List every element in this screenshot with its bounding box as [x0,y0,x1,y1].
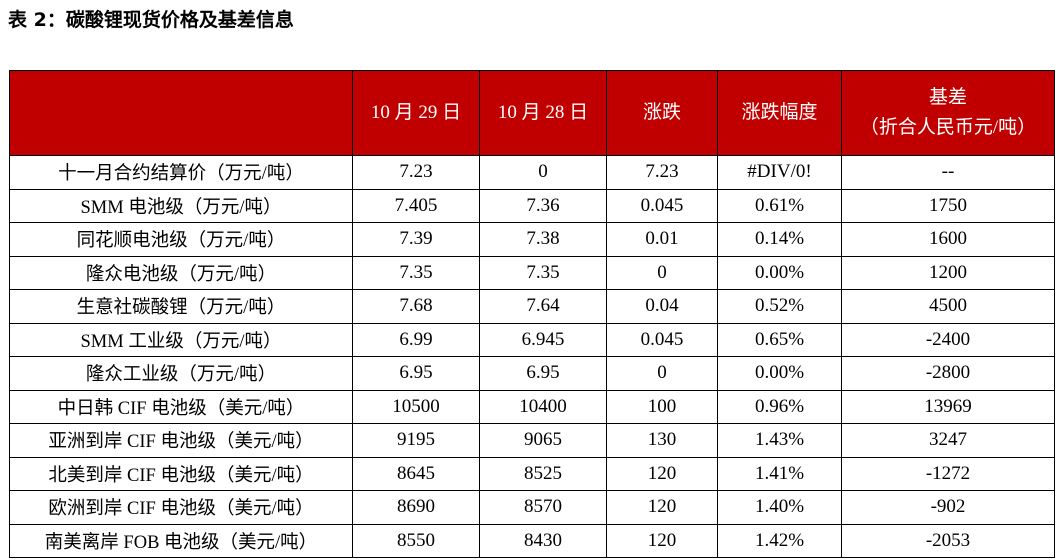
price-date-2-cell: 0 [479,155,607,190]
table-row: 南美离岸 FOB 电池级（美元/吨） 8550 8430 120 1.42% -2053 [9,523,1055,558]
basis-cell: -902 [841,490,1055,525]
table-row: SMM 工业级（万元/吨） 6.99 6.945 0.045 0.65% -2400 [9,322,1055,357]
table-header-row: 10 月 29 日 10 月 28 日 涨跌 涨跌幅度 基差 （折合人民币元/吨… [9,70,1055,156]
table-row: 北美到岸 CIF 电池级（美元/吨） 8645 8525 120 1.41% -1272 [9,456,1055,491]
price-date-1-cell: 7.35 [352,255,480,290]
change-pct-cell: 1.41% [717,456,842,491]
price-date-1-cell: 7.68 [352,289,480,324]
change-pct-cell: 0.52% [717,289,842,324]
basis-cell: 1600 [841,222,1055,257]
row-label-cell: 十一月合约结算价（万元/吨） [9,155,353,190]
basis-cell: 1750 [841,188,1055,223]
row-label-cell: 同花顺电池级（万元/吨） [9,222,353,257]
change-pct-cell: 0.96% [717,389,842,424]
basis-cell: 1200 [841,255,1055,290]
basis-cell: 3247 [841,423,1055,458]
header-change-pct: 涨跌幅度 [717,70,842,156]
change-cell: 100 [606,389,718,424]
price-date-2-cell: 7.64 [479,289,607,324]
change-pct-cell: 0.00% [717,356,842,391]
header-date-1: 10 月 29 日 [352,70,480,156]
change-pct-cell: 0.65% [717,322,842,357]
header-change: 涨跌 [606,70,718,156]
header-basis-unit: （折合人民币元/吨） [859,117,1037,138]
table-row: 中日韩 CIF 电池级（美元/吨） 10500 10400 100 0.96% 13969 [9,389,1055,424]
table-row: 欧洲到岸 CIF 电池级（美元/吨） 8690 8570 120 1.40% -902 [9,490,1055,525]
change-cell: 120 [606,490,718,525]
header-date-2: 10 月 28 日 [479,70,607,156]
row-label-cell: 欧洲到岸 CIF 电池级（美元/吨） [9,490,353,525]
basis-cell: 13969 [841,389,1055,424]
price-date-1-cell: 6.99 [352,322,480,357]
price-date-1-cell: 10500 [352,389,480,424]
header-label-cell [9,70,353,156]
table-caption: 表 2：碳酸锂现货价格及基差信息 [8,9,294,31]
row-label-cell: SMM 电池级（万元/吨） [9,188,353,223]
change-pct-cell: 0.00% [717,255,842,290]
change-cell: 130 [606,423,718,458]
price-date-1-cell: 6.95 [352,356,480,391]
price-date-1-cell: 8690 [352,490,480,525]
change-pct-cell: 1.43% [717,423,842,458]
row-label-cell: 隆众电池级（万元/吨） [9,255,353,290]
row-label-cell: 北美到岸 CIF 电池级（美元/吨） [9,456,353,491]
header-basis-title: 基差 [928,87,967,108]
price-date-2-cell: 7.35 [479,255,607,290]
table-body: 十一月合约结算价（万元/吨） 7.23 0 7.23 #DIV/0! -- SMM 电池级（… [9,155,1055,558]
basis-cell: -2053 [841,523,1055,558]
row-label-cell: SMM 工业级（万元/吨） [9,322,353,357]
row-label-cell: 生意社碳酸锂（万元/吨） [9,289,353,324]
basis-cell: 4500 [841,289,1055,324]
change-cell: 0 [606,255,718,290]
change-pct-cell: #DIV/0! [717,155,842,190]
price-date-2-cell: 8525 [479,456,607,491]
table-row: 隆众电池级（万元/吨） 7.35 7.35 0 0.00% 1200 [9,255,1055,290]
price-date-2-cell: 7.38 [479,222,607,257]
change-cell: 120 [606,456,718,491]
lithium-carbonate-price-table: 10 月 29 日 10 月 28 日 涨跌 涨跌幅度 基差 （折合人民币元/吨… [9,70,1055,558]
price-date-1-cell: 7.405 [352,188,480,223]
price-date-1-cell: 7.39 [352,222,480,257]
price-date-1-cell: 7.23 [352,155,480,190]
basis-cell: -2400 [841,322,1055,357]
basis-cell: -- [841,155,1055,190]
price-date-2-cell: 10400 [479,389,607,424]
row-label-cell: 南美离岸 FOB 电池级（美元/吨） [9,523,353,558]
row-label-cell: 亚洲到岸 CIF 电池级（美元/吨） [9,423,353,458]
change-pct-cell: 1.42% [717,523,842,558]
change-pct-cell: 0.14% [717,222,842,257]
header-basis: 基差 （折合人民币元/吨） [841,70,1055,156]
price-date-2-cell: 8570 [479,490,607,525]
table-row: 生意社碳酸锂（万元/吨） 7.68 7.64 0.04 0.52% 4500 [9,289,1055,324]
table-row: 隆众工业级（万元/吨） 6.95 6.95 0 0.00% -2800 [9,356,1055,391]
change-cell: 0.045 [606,322,718,357]
change-cell: 0.045 [606,188,718,223]
change-cell: 0.04 [606,289,718,324]
change-cell: 7.23 [606,155,718,190]
row-label-cell: 中日韩 CIF 电池级（美元/吨） [9,389,353,424]
table-row: 同花顺电池级（万元/吨） 7.39 7.38 0.01 0.14% 1600 [9,222,1055,257]
basis-cell: -1272 [841,456,1055,491]
price-date-2-cell: 6.95 [479,356,607,391]
change-pct-cell: 0.61% [717,188,842,223]
change-cell: 120 [606,523,718,558]
price-date-2-cell: 8430 [479,523,607,558]
table-row: 亚洲到岸 CIF 电池级（美元/吨） 9195 9065 130 1.43% 3247 [9,423,1055,458]
basis-cell: -2800 [841,356,1055,391]
row-label-cell: 隆众工业级（万元/吨） [9,356,353,391]
price-date-2-cell: 7.36 [479,188,607,223]
change-cell: 0 [606,356,718,391]
price-date-2-cell: 6.945 [479,322,607,357]
price-date-1-cell: 9195 [352,423,480,458]
change-cell: 0.01 [606,222,718,257]
price-date-1-cell: 8645 [352,456,480,491]
table-row: 十一月合约结算价（万元/吨） 7.23 0 7.23 #DIV/0! -- [9,155,1055,190]
price-date-2-cell: 9065 [479,423,607,458]
price-date-1-cell: 8550 [352,523,480,558]
change-pct-cell: 1.40% [717,490,842,525]
table-row: SMM 电池级（万元/吨） 7.405 7.36 0.045 0.61% 1750 [9,188,1055,223]
